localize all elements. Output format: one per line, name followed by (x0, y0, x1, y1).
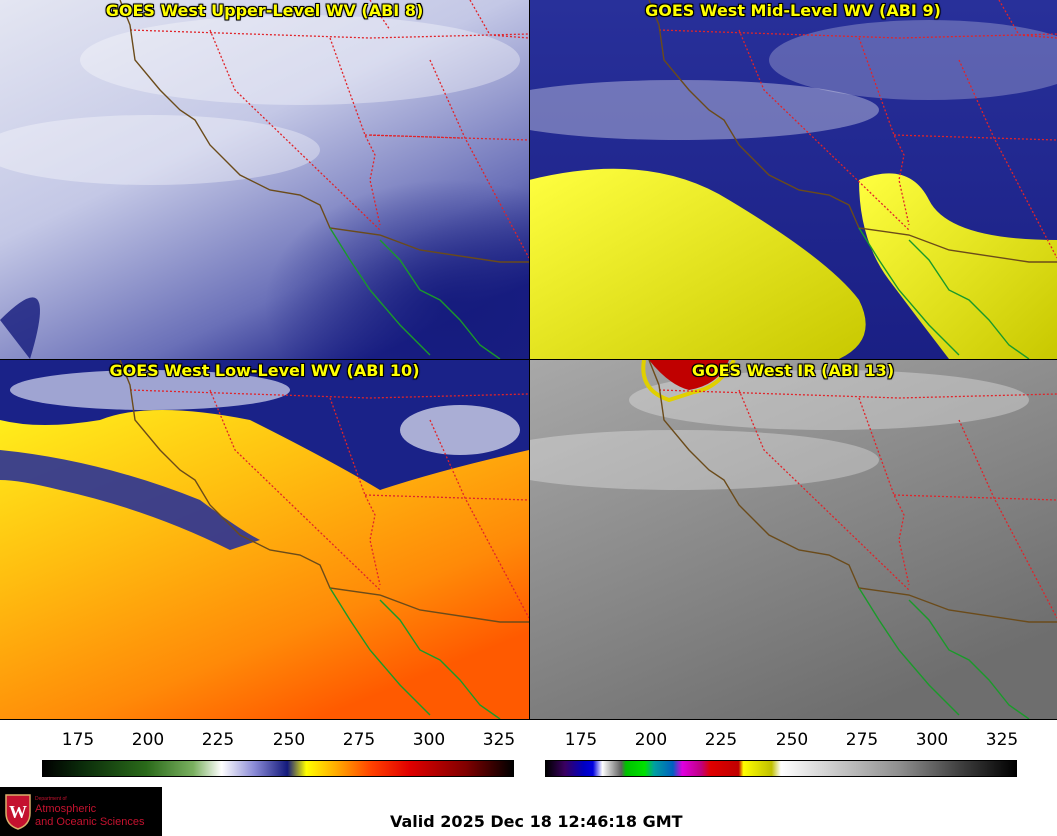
panel-low-level-wv: GOES West Low-Level WV (ABI 10) (0, 360, 529, 719)
mid-level-wv-image (529, 0, 1057, 359)
ir-image (529, 360, 1057, 719)
ir-colorbar (545, 760, 1017, 777)
svg-text:W: W (9, 802, 27, 822)
low-level-wv-image (0, 360, 529, 719)
ir-tick-label: 225 (704, 730, 738, 750)
panel-title: GOES West Low-Level WV (ABI 10) (109, 361, 420, 380)
image-bottom-border (0, 719, 1057, 720)
ir-tick-label: 325 (985, 730, 1019, 750)
ir-tick-label: 175 (564, 730, 598, 750)
panel-divider-horizontal (0, 359, 1057, 360)
valid-time: Valid 2025 Dec 18 12:46:18 GMT (390, 812, 683, 831)
uw-shield-icon: W (5, 794, 31, 830)
wv-tick-label: 325 (482, 730, 516, 750)
wv-tick-label: 175 (61, 730, 95, 750)
ir-tick-label: 250 (775, 730, 809, 750)
wv-tick-label: 250 (272, 730, 306, 750)
panel-title: GOES West Upper-Level WV (ABI 8) (105, 1, 424, 20)
logo-line2: and Oceanic Sciences (35, 816, 145, 828)
ir-colorbar-ticks: 175 200 225 250 275 300 325 (545, 730, 1019, 752)
ir-tick-label: 275 (845, 730, 879, 750)
logo-line1: Atmospheric (35, 803, 97, 815)
wv-colorbar-ticks: 175 200 225 250 275 300 325 (42, 730, 516, 752)
wv-tick-label: 225 (201, 730, 235, 750)
panel-title: GOES West IR (ABI 13) (691, 361, 895, 380)
panel-mid-level-wv: GOES West Mid-Level WV (ABI 9) (529, 0, 1057, 359)
aos-logo: W Department of Atmospheric and Oceanic … (0, 787, 162, 836)
ir-tick-label: 300 (915, 730, 949, 750)
panel-ir: GOES West IR (ABI 13) (529, 360, 1057, 719)
panel-upper-level-wv: GOES West Upper-Level WV (ABI 8) (0, 0, 529, 359)
ir-tick-label: 200 (634, 730, 668, 750)
upper-level-wv-image (0, 0, 529, 359)
wv-colorbar (42, 760, 514, 777)
wv-tick-label: 200 (131, 730, 165, 750)
panel-title: GOES West Mid-Level WV (ABI 9) (645, 1, 941, 20)
logo-dept-text: Department of (35, 796, 67, 802)
wv-tick-label: 275 (342, 730, 376, 750)
wv-tick-label: 300 (412, 730, 446, 750)
